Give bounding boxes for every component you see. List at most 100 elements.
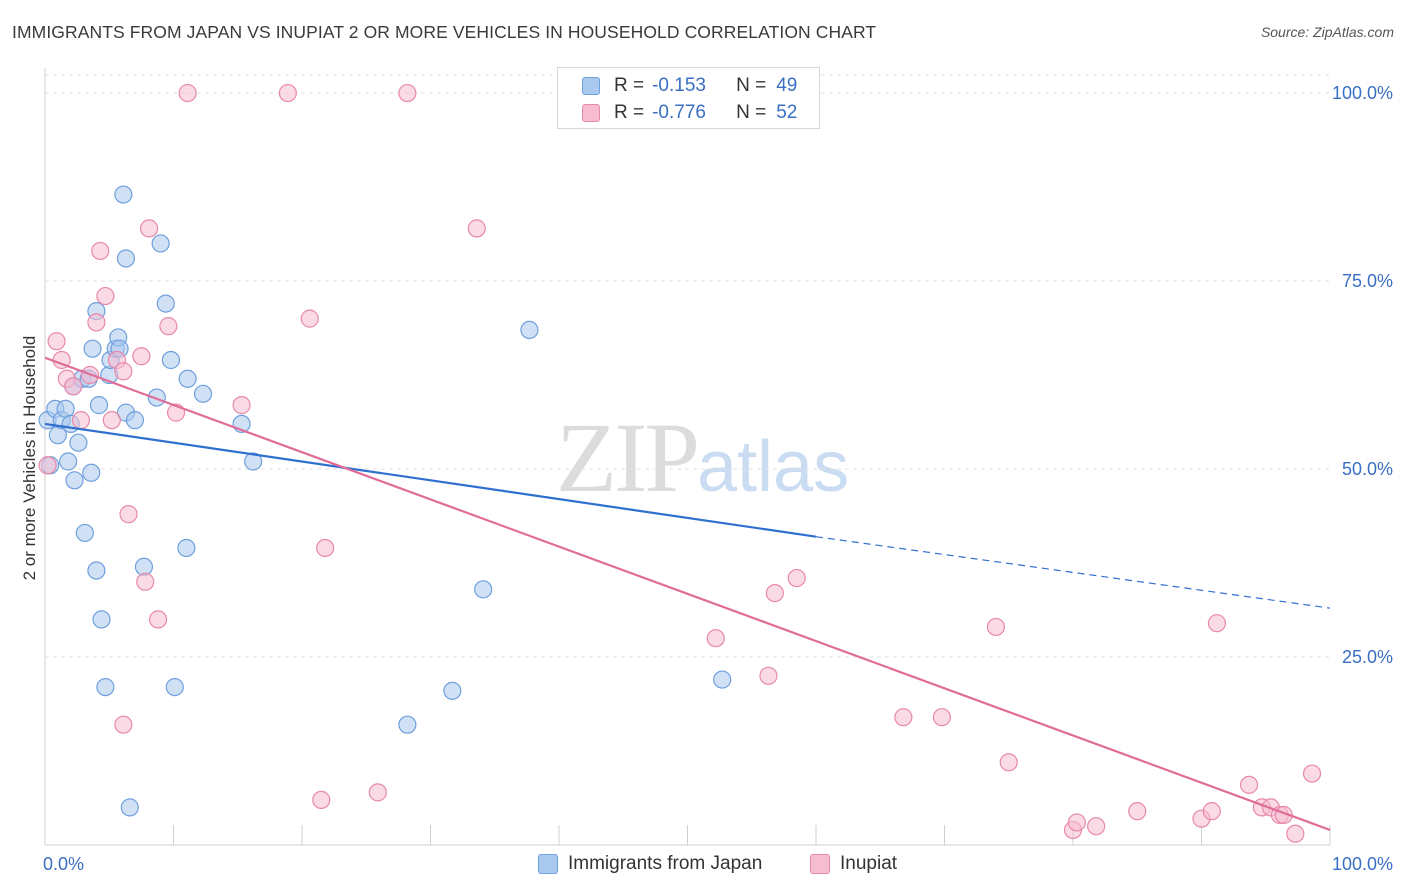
inupiat-point xyxy=(986,617,1006,637)
japan-trend-extension xyxy=(815,536,1331,609)
inupiat-point xyxy=(1067,813,1086,832)
inupiat-point xyxy=(1087,817,1106,836)
series-legend: Immigrants from Japan Inupiat xyxy=(0,851,1406,877)
r-value: -0.153 xyxy=(652,75,706,96)
inupiat-point xyxy=(47,332,66,351)
watermark-atlas: atlas xyxy=(697,427,850,507)
inupiat-point xyxy=(1302,764,1322,783)
watermark: ZIPatlas xyxy=(556,400,849,515)
inupiat-point xyxy=(300,309,319,328)
r-label: R = xyxy=(614,75,645,96)
japan-point xyxy=(83,339,102,358)
inupiat-point xyxy=(148,610,168,629)
inupiat-point xyxy=(894,708,913,727)
inupiat-point xyxy=(139,219,159,238)
inupiat-point xyxy=(1202,802,1221,821)
japan-point xyxy=(147,388,166,407)
x-tick-label: 0.0% xyxy=(43,854,84,874)
japan-point xyxy=(165,677,184,697)
n-value: 49 xyxy=(776,75,798,96)
japan-point xyxy=(96,677,115,697)
source-credit[interactable]: Source: ZipAtlas.com xyxy=(1260,24,1394,40)
inupiat-point xyxy=(1128,802,1147,821)
inupiat-point xyxy=(1286,824,1305,843)
japan-point xyxy=(69,433,88,452)
r-value: -0.776 xyxy=(652,102,706,123)
inupiat-point xyxy=(96,286,115,306)
japan-point xyxy=(56,399,75,418)
inupiat-point xyxy=(467,219,486,238)
japan-point xyxy=(713,670,732,689)
inupiat-point xyxy=(119,505,138,524)
watermark-zip: ZIP xyxy=(556,402,700,513)
japan-point xyxy=(244,452,263,471)
inupiat-point xyxy=(368,783,387,802)
inupiat-point xyxy=(178,83,197,103)
inupiat-point xyxy=(102,411,121,430)
inupiat-swatch xyxy=(582,104,600,122)
inupiat-point xyxy=(312,790,331,809)
japan-point xyxy=(134,557,154,576)
japan-point xyxy=(125,411,145,430)
japan-point xyxy=(151,234,170,253)
inupiat-point xyxy=(71,411,91,430)
legend-item-inupiat[interactable]: Inupiat xyxy=(810,851,897,877)
japan-swatch xyxy=(582,77,600,95)
inupiat-legend-swatch xyxy=(810,854,830,874)
japan-point xyxy=(87,561,106,580)
japan-trend-line xyxy=(44,422,817,538)
inupiat-point xyxy=(91,241,110,261)
inupiat-point xyxy=(932,708,952,727)
chart-title: IMMIGRANTS FROM JAPAN VS INUPIAT 2 OR MO… xyxy=(12,22,877,42)
japan-point xyxy=(114,185,133,204)
japan-point xyxy=(59,452,78,471)
japan-point xyxy=(89,396,109,415)
japan-point xyxy=(116,249,136,268)
japan-point xyxy=(161,350,181,370)
inupiat-point xyxy=(114,715,133,734)
japan-point xyxy=(178,369,197,388)
japan-point xyxy=(92,610,111,629)
legend-item-japan[interactable]: Immigrants from Japan xyxy=(538,851,762,877)
japan-point xyxy=(65,471,84,490)
japan-point xyxy=(474,580,493,599)
inupiat-point xyxy=(316,538,335,558)
inupiat-point xyxy=(87,313,106,332)
stats-row-inupiat: R = -0.776 N = 52 xyxy=(582,101,797,125)
legend-label-inupiat: Inupiat xyxy=(840,853,898,874)
inupiat-point xyxy=(232,396,251,415)
japan-point xyxy=(75,523,94,543)
inupiat-point xyxy=(765,583,784,603)
inupiat-point xyxy=(136,572,155,591)
n-label: N = xyxy=(736,102,767,123)
inupiat-point xyxy=(132,347,151,366)
japan-point xyxy=(520,320,539,340)
inupiat-point xyxy=(1239,775,1259,794)
inupiat-point xyxy=(114,362,133,381)
japan-point xyxy=(177,538,196,558)
legend-label-japan: Immigrants from Japan xyxy=(568,853,763,874)
inupiat-point xyxy=(787,568,806,588)
stats-legend: R = -0.153 N = 49 R = -0.776 N = 52 xyxy=(557,67,820,129)
stats-row-japan: R = -0.153 N = 49 xyxy=(582,74,797,98)
inupiat-point xyxy=(278,83,297,103)
n-label: N = xyxy=(736,75,767,96)
y-tick-label: 100.0% xyxy=(1332,83,1393,103)
y-tick-label: 25.0% xyxy=(1342,647,1393,667)
inupiat-trend-line xyxy=(44,356,1331,831)
r-label: R = xyxy=(614,102,645,123)
inupiat-point xyxy=(398,83,417,103)
inupiat-point xyxy=(1207,614,1227,633)
inupiat-point xyxy=(759,666,778,685)
japan-point xyxy=(193,384,213,403)
inupiat-point xyxy=(999,753,1018,772)
x-tick-label: 100.0% xyxy=(1332,854,1393,874)
y-tick-label: 50.0% xyxy=(1342,459,1393,479)
japan-point xyxy=(443,681,462,700)
inupiat-point xyxy=(64,377,83,396)
japan-point xyxy=(82,463,101,482)
japan-point xyxy=(398,715,417,734)
japan-legend-swatch xyxy=(538,854,558,874)
japan-point xyxy=(120,798,139,817)
